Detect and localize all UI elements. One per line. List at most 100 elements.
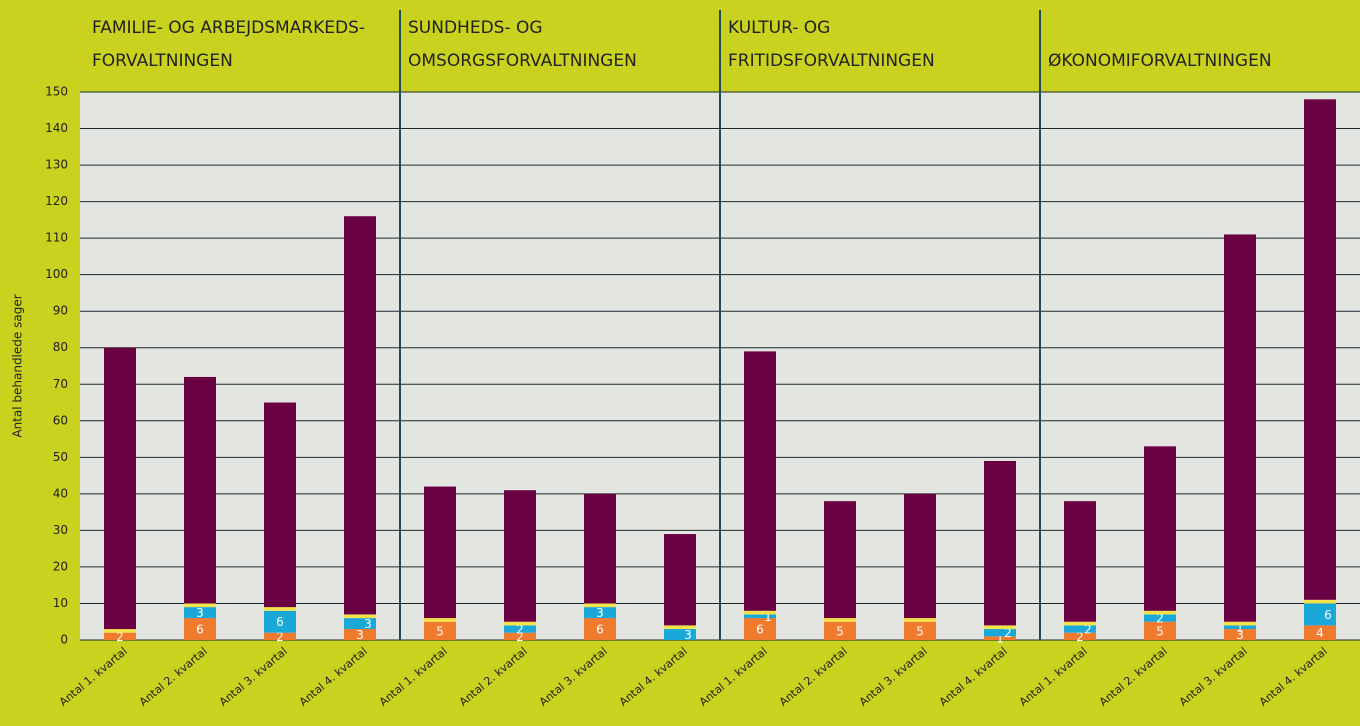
bar-segment bbox=[904, 621, 936, 640]
bar-segment bbox=[424, 621, 456, 640]
bar-segment bbox=[184, 603, 216, 608]
data-label: 5 bbox=[916, 624, 924, 638]
data-label: 1 bbox=[1236, 621, 1244, 635]
data-label: 6 bbox=[596, 623, 604, 637]
data-label: 3 bbox=[196, 606, 204, 620]
bar-segment bbox=[1064, 621, 1096, 626]
group-title: FAMILIE- OG ARBEJDSMARKEDS- bbox=[92, 18, 365, 38]
bar-segment bbox=[264, 632, 296, 640]
group-title: FRITIDSFORVALTNINGEN bbox=[728, 51, 935, 71]
bar-segment bbox=[984, 460, 1016, 626]
bar-segment bbox=[264, 402, 296, 608]
data-label: 3 bbox=[1236, 628, 1244, 642]
bar-segment bbox=[1224, 625, 1256, 630]
bar-segment bbox=[1304, 603, 1336, 626]
bar-segment bbox=[264, 607, 296, 611]
bar-segment bbox=[744, 351, 776, 611]
data-label: 3 bbox=[364, 617, 372, 631]
data-label: 6 bbox=[1324, 608, 1332, 622]
data-label: 6 bbox=[756, 623, 764, 637]
bar-segment bbox=[424, 618, 456, 622]
data-label: 2 bbox=[1084, 623, 1092, 637]
group-title: KULTUR- OG bbox=[728, 18, 830, 38]
bar-segment bbox=[1224, 621, 1256, 626]
bar-segment bbox=[504, 625, 536, 633]
data-label: 6 bbox=[196, 623, 204, 637]
y-tick-label: 80 bbox=[53, 340, 68, 354]
bar-segment bbox=[744, 618, 776, 640]
y-tick-label: 0 bbox=[60, 633, 68, 647]
y-tick-label: 50 bbox=[53, 450, 68, 464]
bar-segment bbox=[1224, 629, 1256, 640]
bar-segment bbox=[1304, 625, 1336, 640]
bar-segment bbox=[584, 618, 616, 640]
data-label: 4 bbox=[1316, 626, 1324, 640]
bar-segment bbox=[504, 490, 536, 622]
data-label: 3 bbox=[356, 628, 364, 642]
bar-segment bbox=[584, 603, 616, 608]
bar-segment bbox=[184, 607, 216, 619]
bar-segment bbox=[184, 618, 216, 640]
bar-segment bbox=[984, 629, 1016, 637]
bar-segment bbox=[904, 493, 936, 619]
y-tick-label: 140 bbox=[45, 121, 68, 135]
y-tick-label: 10 bbox=[53, 596, 68, 610]
bar-segment bbox=[584, 493, 616, 604]
data-label: 2 bbox=[516, 623, 524, 637]
bar-segment bbox=[824, 501, 856, 619]
data-label: 2 bbox=[1004, 626, 1012, 640]
bar-segment bbox=[1064, 632, 1096, 640]
data-label: 1 bbox=[996, 632, 1004, 646]
bar-segment bbox=[184, 376, 216, 604]
y-tick-label: 130 bbox=[45, 158, 68, 172]
data-label: 2 bbox=[276, 630, 284, 644]
bar-segment bbox=[344, 618, 376, 630]
data-label: 2 bbox=[1156, 612, 1164, 626]
data-label: 5 bbox=[1156, 624, 1164, 638]
bar-segment bbox=[104, 629, 136, 633]
bar-segment bbox=[344, 614, 376, 619]
bar-segment bbox=[104, 347, 136, 630]
bar-segment bbox=[104, 632, 136, 640]
group-title: ØKONOMIFORVALTNINGEN bbox=[1048, 51, 1272, 71]
group-title: OMSORGSFORVALTNINGEN bbox=[408, 51, 637, 71]
y-tick-label: 150 bbox=[45, 85, 68, 99]
bar-segment bbox=[424, 486, 456, 619]
group-title: FORVALTNINGEN bbox=[92, 51, 233, 71]
bar-segment bbox=[1224, 234, 1256, 622]
bar-segment bbox=[824, 621, 856, 640]
data-label: 6 bbox=[276, 615, 284, 629]
y-tick-label: 120 bbox=[45, 194, 68, 208]
bar-segment bbox=[264, 610, 296, 633]
bar-segment bbox=[1144, 610, 1176, 615]
data-label: 1 bbox=[764, 610, 772, 624]
data-label: 3 bbox=[596, 606, 604, 620]
data-label: 5 bbox=[436, 624, 444, 638]
y-tick-label: 70 bbox=[53, 377, 68, 391]
y-tick-label: 110 bbox=[45, 231, 68, 245]
bar-segment bbox=[1304, 99, 1336, 600]
bar-segment bbox=[1304, 599, 1336, 604]
y-tick-label: 30 bbox=[53, 523, 68, 537]
bar-segment bbox=[1144, 621, 1176, 640]
bar-segment bbox=[984, 636, 1016, 640]
bar-segment bbox=[744, 614, 776, 619]
y-axis-label: Antal behandlede sager bbox=[11, 294, 25, 437]
group-title: SUNDHEDS- OG bbox=[408, 18, 543, 38]
y-tick-label: 100 bbox=[45, 267, 68, 281]
data-label: 2 bbox=[116, 630, 124, 644]
bar-segment bbox=[344, 629, 376, 640]
data-label: 2 bbox=[1076, 630, 1084, 644]
bar-segment bbox=[1144, 446, 1176, 611]
bar-segment bbox=[584, 607, 616, 619]
y-tick-label: 40 bbox=[53, 486, 68, 500]
bar-segment bbox=[984, 625, 1016, 630]
data-label: 2 bbox=[516, 630, 524, 644]
bar-segment bbox=[824, 618, 856, 622]
bar-segment bbox=[1064, 501, 1096, 622]
bar-segment bbox=[504, 632, 536, 640]
y-tick-label: 20 bbox=[53, 559, 68, 573]
bar-segment bbox=[904, 618, 936, 622]
data-label: 5 bbox=[836, 624, 844, 638]
